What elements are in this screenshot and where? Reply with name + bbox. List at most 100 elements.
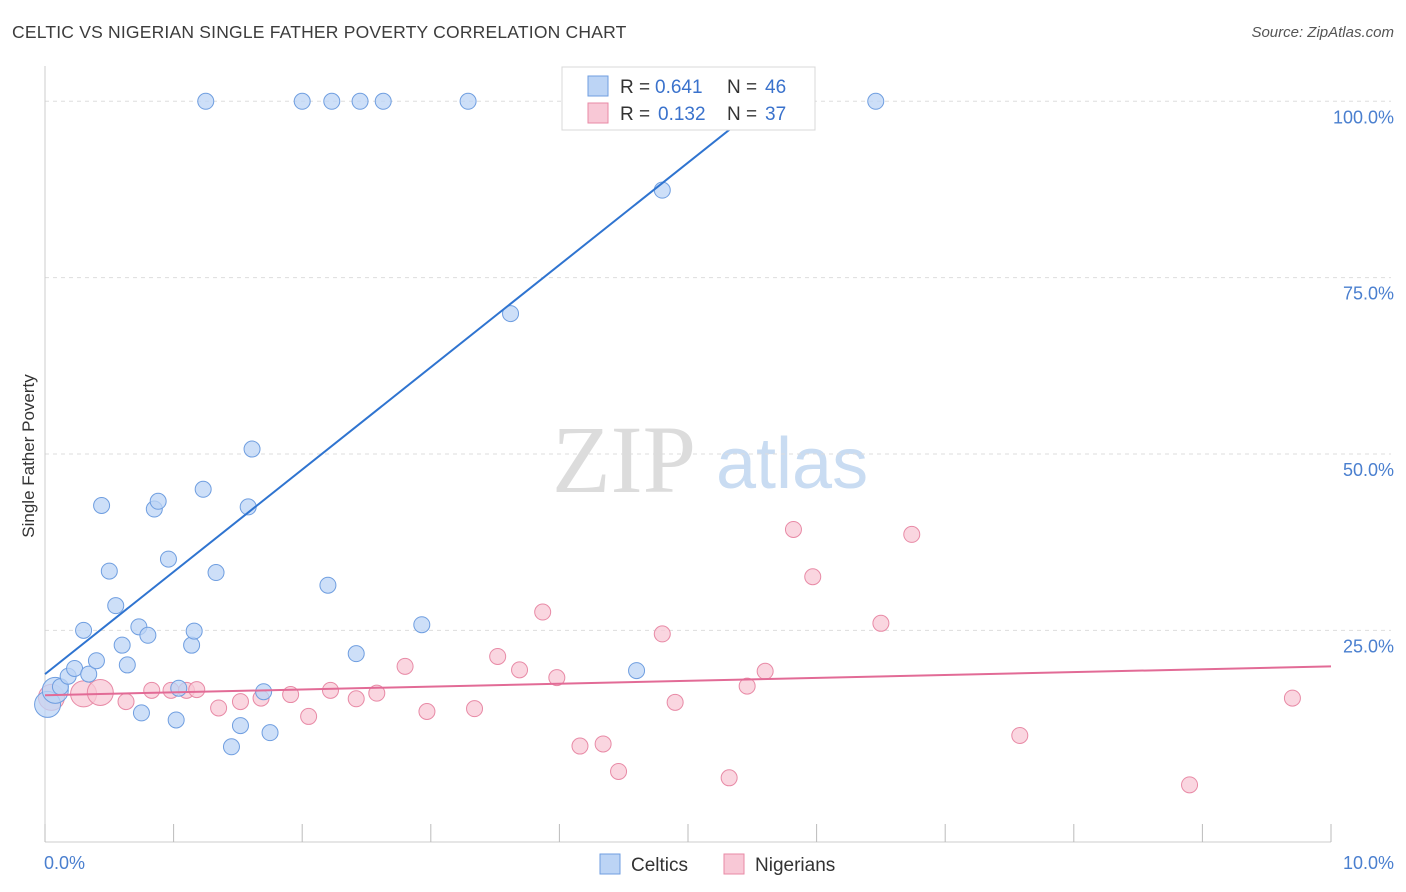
nigerians-point <box>300 707 318 725</box>
nigerians-point <box>511 661 529 679</box>
celtics-point <box>459 92 477 110</box>
celtics-point <box>243 440 261 458</box>
legend-swatch-celtics <box>587 75 609 97</box>
celtics-point <box>319 576 337 594</box>
nigerians-point <box>396 657 414 675</box>
celtics-point <box>75 621 93 639</box>
nigerians-point <box>143 681 161 699</box>
x-tick-label-max: 10.0% <box>1343 853 1394 873</box>
celtics-point <box>628 662 646 680</box>
celtics-point <box>222 738 240 756</box>
nigerians-point <box>466 700 484 718</box>
nigerians-point <box>738 677 756 695</box>
celtics-point <box>80 665 98 683</box>
watermark-zip: ZIP <box>552 406 696 513</box>
celtics-point <box>66 659 84 677</box>
nigerians-point <box>86 678 114 706</box>
celtics-point <box>653 181 671 199</box>
legend-n-label-nigerians: N = <box>727 104 757 125</box>
legend-r-label-celtics: R = <box>620 77 650 98</box>
nigerians-point <box>804 568 822 586</box>
nigerians-point <box>756 662 774 680</box>
celtics-point <box>867 92 885 110</box>
nigerians-point <box>784 520 802 538</box>
celtics-point <box>293 92 311 110</box>
source-label: Source: ZipAtlas.com <box>1251 24 1394 41</box>
correlation-legend: R = 0.641 N = 46 R = 0.132 N = 37 <box>561 66 816 131</box>
celtics-point <box>231 717 249 735</box>
gridlines <box>45 100 1391 631</box>
nigerians-point <box>594 735 612 753</box>
nigerians-point <box>1283 689 1301 707</box>
nigerians-point <box>903 525 921 543</box>
chart-title: CELTIC VS NIGERIAN SINGLE FATHER POVERTY… <box>12 22 627 42</box>
legend-n-value-nigerians: 37 <box>765 104 786 125</box>
celtics-point <box>194 480 212 498</box>
nigerians-point <box>321 681 339 699</box>
nigerians-point <box>720 769 738 787</box>
legend-r-value-nigerians: 0.132 <box>658 104 706 125</box>
nigerians-point <box>1011 726 1029 744</box>
nigerians-point <box>571 737 589 755</box>
celtics-point <box>87 652 105 670</box>
legend-r-label-nigerians: R = <box>620 104 650 125</box>
y-tick-label: 50.0% <box>1343 460 1394 480</box>
celtics-point <box>207 564 225 582</box>
celtics-point <box>107 597 125 615</box>
celtics-point <box>167 711 185 729</box>
nigerians-point <box>489 647 507 665</box>
y-tick-label: 25.0% <box>1343 636 1394 656</box>
celtics-point <box>132 704 150 722</box>
nigerians-point <box>1181 776 1199 794</box>
nigerians-point <box>534 603 552 621</box>
celtics-points <box>34 92 885 756</box>
celtics-point <box>113 636 131 654</box>
nigerians-trend-line <box>44 665 1332 697</box>
nigerians-point <box>610 762 628 780</box>
nigerians-point <box>548 669 566 687</box>
legend-n-label-celtics: N = <box>727 77 757 98</box>
y-tick-label: 75.0% <box>1343 284 1394 304</box>
celtics-point <box>159 550 177 568</box>
y-tick-labels: 25.0% 50.0% 75.0% 100.0% <box>1333 107 1394 656</box>
legend-n-value-celtics: 46 <box>765 77 786 98</box>
legend-r-value-celtics: 0.641 <box>655 77 703 98</box>
nigerians-point <box>666 693 684 711</box>
watermark: ZIP atlas <box>552 406 868 513</box>
series-legend: Celtics Nigerians <box>599 853 835 876</box>
nigerians-point <box>872 614 890 632</box>
celtics-point <box>323 92 341 110</box>
nigerians-point <box>418 702 436 720</box>
celtics-point <box>170 679 188 697</box>
x-ticks <box>44 824 1332 842</box>
nigerians-point <box>347 690 365 708</box>
nigerians-point <box>368 684 386 702</box>
celtics-point <box>100 562 118 580</box>
legend-label-nigerians: Nigerians <box>755 855 835 876</box>
watermark-atlas: atlas <box>716 424 868 504</box>
celtics-point <box>502 305 520 323</box>
nigerians-point <box>117 693 135 711</box>
x-tick-label-min: 0.0% <box>44 853 85 873</box>
celtics-point <box>185 622 203 640</box>
celtics-point <box>149 492 167 510</box>
legend-swatch-celtics-bottom <box>599 853 621 875</box>
legend-label-celtics: Celtics <box>631 855 688 876</box>
celtics-point <box>197 92 215 110</box>
celtics-point <box>261 724 279 742</box>
legend-swatch-nigerians-bottom <box>723 853 745 875</box>
celtics-point <box>93 496 111 514</box>
celtics-point <box>413 616 431 634</box>
legend-swatch-nigerians <box>587 102 609 124</box>
nigerians-point <box>210 699 228 717</box>
celtics-point <box>139 626 157 644</box>
nigerians-point <box>231 693 249 711</box>
nigerians-point <box>188 681 206 699</box>
celtics-point <box>255 683 273 701</box>
celtics-point <box>183 636 201 654</box>
y-tick-label: 100.0% <box>1333 107 1394 127</box>
celtics-point <box>118 656 136 674</box>
y-axis-title: Single Father Poverty <box>19 374 38 538</box>
celtics-point <box>351 92 369 110</box>
